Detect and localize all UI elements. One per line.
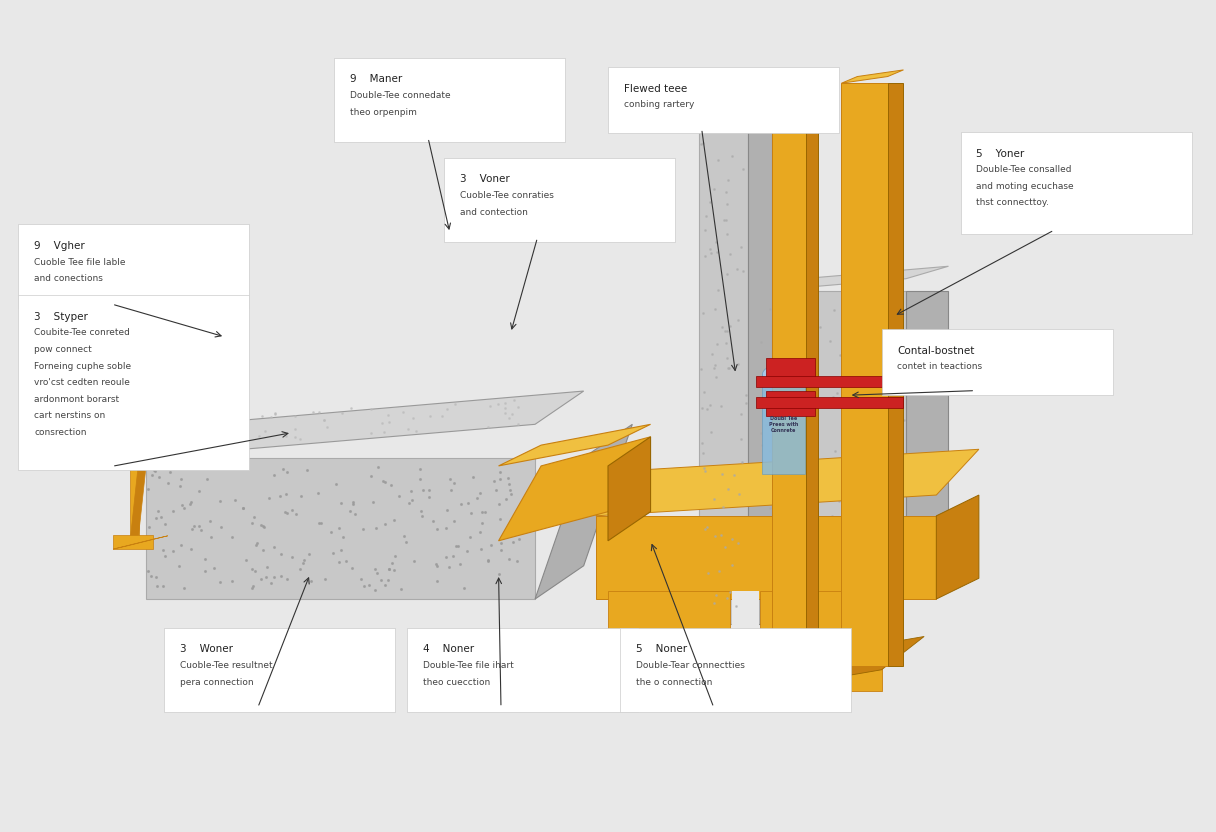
Polygon shape <box>699 125 748 624</box>
Text: Double-Tear connectties: Double-Tear connectties <box>636 661 745 670</box>
Text: Double-Tee connedate: Double-Tee connedate <box>350 92 451 100</box>
FancyBboxPatch shape <box>620 627 851 711</box>
Polygon shape <box>756 376 903 387</box>
Polygon shape <box>806 83 818 666</box>
Text: 5    Noner: 5 Noner <box>636 644 687 655</box>
FancyBboxPatch shape <box>407 627 638 711</box>
Text: consrection: consrection <box>34 428 86 437</box>
Polygon shape <box>748 125 772 624</box>
Text: Cuoble-Tee resultnet: Cuoble-Tee resultnet <box>180 661 272 670</box>
Text: the o connection: the o connection <box>636 677 713 686</box>
FancyBboxPatch shape <box>18 224 249 308</box>
Polygon shape <box>146 391 584 458</box>
Polygon shape <box>146 458 535 599</box>
FancyBboxPatch shape <box>762 374 805 474</box>
Text: Cuoble-Tee conraties: Cuoble-Tee conraties <box>460 191 553 200</box>
Polygon shape <box>888 83 903 666</box>
Polygon shape <box>760 591 882 691</box>
Polygon shape <box>535 424 632 599</box>
Text: Forneing cuphe soble: Forneing cuphe soble <box>34 361 131 370</box>
Text: 3    Voner: 3 Voner <box>460 174 510 185</box>
Polygon shape <box>760 636 924 691</box>
FancyBboxPatch shape <box>444 157 675 241</box>
Polygon shape <box>130 456 147 541</box>
FancyBboxPatch shape <box>608 67 839 132</box>
Text: thst connecttoy.: thst connecttoy. <box>976 198 1049 207</box>
Text: and conections: and conections <box>34 275 103 283</box>
Text: 4    Noner: 4 Noner <box>423 644 474 655</box>
Text: conbing rartery: conbing rartery <box>624 101 694 109</box>
Polygon shape <box>841 83 888 666</box>
Text: pera connection: pera connection <box>180 677 254 686</box>
Ellipse shape <box>762 364 805 384</box>
Text: and contection: and contection <box>460 208 528 216</box>
FancyBboxPatch shape <box>882 329 1113 395</box>
Text: cart nerstins on: cart nerstins on <box>34 411 106 420</box>
Polygon shape <box>116 443 152 462</box>
Text: and moting ecuchase: and moting ecuchase <box>976 182 1074 191</box>
Polygon shape <box>116 448 167 462</box>
Polygon shape <box>608 437 651 541</box>
Polygon shape <box>756 397 903 408</box>
Text: contet in teactions: contet in teactions <box>897 363 983 371</box>
Text: vro'cst cedten reoule: vro'cst cedten reoule <box>34 378 130 387</box>
Polygon shape <box>130 462 139 541</box>
Text: Flewed teee: Flewed teee <box>624 83 687 94</box>
Polygon shape <box>113 536 168 549</box>
Polygon shape <box>596 570 936 591</box>
Polygon shape <box>841 70 903 83</box>
Polygon shape <box>772 83 806 666</box>
Polygon shape <box>113 535 153 549</box>
Text: pow connect: pow connect <box>34 344 91 354</box>
Text: Double-Tee file ihart: Double-Tee file ihart <box>423 661 514 670</box>
Text: ardonmont borarst: ardonmont borarst <box>34 394 119 404</box>
Polygon shape <box>499 437 651 541</box>
Text: theo orpenpim: theo orpenpim <box>350 107 417 116</box>
Text: Contal-bostnet: Contal-bostnet <box>897 346 975 356</box>
Text: theo cuecction: theo cuecction <box>423 677 490 686</box>
Polygon shape <box>766 391 815 416</box>
Text: Double-Tee consalled: Double-Tee consalled <box>976 165 1073 174</box>
FancyBboxPatch shape <box>961 131 1192 235</box>
Polygon shape <box>760 266 948 291</box>
Polygon shape <box>772 70 818 83</box>
Text: 5    Yoner: 5 Yoner <box>976 148 1025 159</box>
Polygon shape <box>936 495 979 599</box>
Polygon shape <box>760 291 906 582</box>
Text: 9    Maner: 9 Maner <box>350 75 402 85</box>
Polygon shape <box>906 291 948 582</box>
Polygon shape <box>596 516 936 599</box>
Text: Cuoble Tee file lable: Cuoble Tee file lable <box>34 258 125 266</box>
Polygon shape <box>608 591 730 691</box>
Text: Doubl Tee
Prees with
Connrete: Doubl Tee Prees with Connrete <box>769 416 799 433</box>
Polygon shape <box>499 424 651 466</box>
Text: 3    Styper: 3 Styper <box>34 311 88 322</box>
Polygon shape <box>699 105 772 125</box>
Text: Coubite-Tee conreted: Coubite-Tee conreted <box>34 328 130 337</box>
Polygon shape <box>596 449 979 516</box>
FancyBboxPatch shape <box>164 627 395 711</box>
FancyBboxPatch shape <box>732 591 759 691</box>
Polygon shape <box>766 358 815 383</box>
FancyBboxPatch shape <box>18 295 249 470</box>
FancyBboxPatch shape <box>334 57 565 141</box>
Text: 3    Woner: 3 Woner <box>180 644 233 655</box>
Polygon shape <box>608 636 772 691</box>
Text: 9    Vgher: 9 Vgher <box>34 241 85 251</box>
